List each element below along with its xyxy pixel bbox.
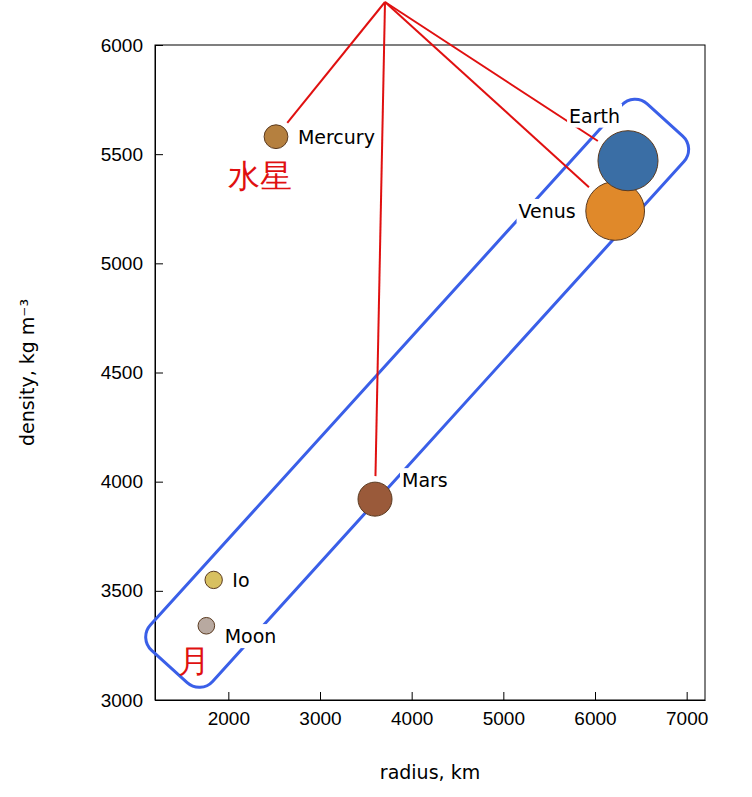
point-label: Venus — [519, 200, 576, 222]
planet-point — [358, 482, 392, 516]
y-tick-label: 4000 — [101, 471, 143, 492]
x-tick-label: 5000 — [483, 708, 525, 729]
y-tick-label: 3000 — [101, 690, 143, 711]
label-patch — [223, 624, 279, 648]
point-label: Mercury — [298, 126, 375, 148]
y-tick-label: 4500 — [101, 362, 143, 383]
y-tick: 3500 — [101, 580, 163, 601]
x-tick: 5000 — [483, 692, 525, 729]
y-tick: 4000 — [101, 471, 163, 492]
x-tick-mark — [687, 692, 688, 700]
leader-line — [385, 2, 598, 141]
leader-line — [375, 2, 385, 476]
x-tick-label: 2000 — [208, 708, 250, 729]
x-tick-label: 7000 — [666, 708, 708, 729]
x-tick-mark — [595, 692, 596, 700]
x-tick: 3000 — [299, 692, 341, 729]
point-label: Earth — [569, 105, 620, 127]
planet-point — [205, 571, 222, 588]
point-label: Mars — [402, 469, 448, 491]
y-tick-label: 3500 — [101, 580, 143, 601]
label-patch — [296, 125, 377, 149]
y-tick-label: 5500 — [101, 144, 143, 165]
label-patch — [400, 468, 450, 492]
x-axis: 2000 3000 4000 5000 6000 7000 — [156, 692, 709, 729]
y-tick-label: 6000 — [101, 35, 143, 56]
point-label: Moon — [225, 625, 277, 647]
leader-line — [287, 2, 385, 123]
label-patch — [517, 199, 578, 223]
planet-point — [586, 182, 645, 241]
x-tick: 4000 — [391, 692, 433, 729]
annotation: 水星 — [228, 157, 292, 195]
x-tick-mark — [228, 692, 229, 700]
y-axis-title: density, kg m⁻³ — [16, 299, 38, 446]
planet-point — [598, 131, 658, 191]
x-tick: 6000 — [574, 692, 616, 729]
y-tick-label: 5000 — [101, 253, 143, 274]
y-tick: 3000 — [101, 690, 163, 711]
y-tick: 5500 — [101, 144, 163, 165]
planet-point — [264, 125, 288, 149]
x-tick-label: 4000 — [391, 708, 433, 729]
label-patch — [567, 104, 622, 128]
points — [198, 125, 658, 634]
x-tick-mark — [503, 692, 504, 700]
y-tick: 5000 — [101, 253, 163, 274]
point-label: Io — [232, 569, 249, 591]
y-tick-mark — [155, 45, 163, 46]
y-tick-mark — [155, 373, 163, 374]
y-tick-mark — [155, 591, 163, 592]
x-tick-mark — [320, 692, 321, 700]
chart: 2000 3000 4000 5000 6000 7000 3000 3500 4000 4500… — [0, 0, 752, 797]
x-tick: 7000 — [666, 692, 708, 729]
x-tick: 2000 — [208, 692, 250, 729]
x-axis-line — [156, 700, 706, 701]
y-tick: 4500 — [101, 362, 163, 383]
x-tick-label: 3000 — [299, 708, 341, 729]
y-tick-mark — [155, 154, 163, 155]
y-tick-mark — [155, 263, 163, 264]
y-axis: 3000 3500 4000 4500 5000 5500 6000 — [101, 35, 163, 711]
x-axis-title: radius, km — [380, 761, 480, 783]
plot-frame — [155, 45, 705, 700]
label-patch — [230, 568, 251, 592]
annotation: 月 — [178, 642, 210, 680]
y-tick: 6000 — [101, 35, 163, 56]
y-tick-mark — [155, 700, 163, 701]
planet-point — [198, 617, 215, 634]
point-labels: Mercury Venus Earth Mars Io Moon — [223, 104, 622, 648]
x-tick-label: 6000 — [574, 708, 616, 729]
y-tick-mark — [155, 482, 163, 483]
leader-line — [385, 2, 589, 187]
x-tick-mark — [412, 692, 413, 700]
highlight-box — [138, 92, 696, 695]
